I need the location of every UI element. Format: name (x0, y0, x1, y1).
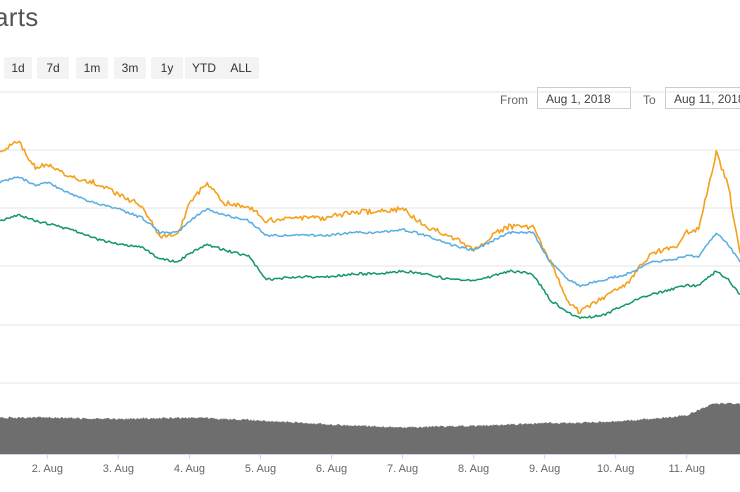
x-tick-label: 10. Aug (597, 463, 634, 475)
range-button-7d[interactable]: 7d (37, 57, 69, 79)
volume-series (0, 402, 740, 454)
x-axis: 2. Aug 3. Aug 4. Aug 5. Aug 6. Aug 7. Aug 8. A… (0, 454, 740, 475)
x-tick-label: 8. Aug (458, 463, 489, 475)
range-button-1y[interactable]: 1y (151, 57, 183, 79)
range-button-1d[interactable]: 1d (4, 57, 32, 79)
grid-lines (0, 91, 740, 384)
x-tick-label: 4. Aug (174, 463, 205, 475)
x-tick-label: 6. Aug (316, 463, 347, 475)
range-button-ytd[interactable]: YTD (185, 57, 223, 79)
x-tick-label: 7. Aug (387, 463, 418, 475)
series-line-3 (0, 213, 740, 320)
x-tick-label: 5. Aug (245, 463, 276, 475)
range-button-1m[interactable]: 1m (76, 57, 108, 79)
to-label: To (643, 93, 656, 107)
x-tick-label: 2. Aug (32, 463, 63, 475)
range-button-3m[interactable]: 3m (114, 57, 146, 79)
x-tick-label: 3. Aug (103, 463, 134, 475)
series-lines (0, 140, 740, 320)
x-tick-label: 11. Aug (668, 463, 705, 475)
page-title: arts (0, 2, 39, 32)
series-line-1 (0, 140, 740, 315)
series-line-2 (0, 176, 740, 288)
volume-area (0, 402, 740, 454)
range-button-all[interactable]: ALL (223, 57, 259, 79)
x-tick-label: 9. Aug (529, 463, 560, 475)
from-label: From (500, 93, 528, 107)
